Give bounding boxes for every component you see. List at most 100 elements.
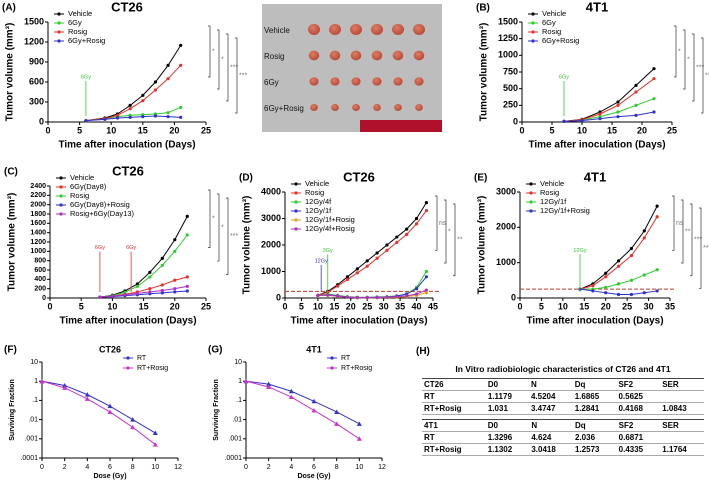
data-point [148,275,152,279]
y-tick-label: 1250 [498,33,518,43]
x-tick-label: 8 [335,464,339,471]
legend-label: 6Gy+Rosig [68,36,105,45]
y-tick-label: 0 [511,292,516,302]
legend-label: Rosig [540,188,559,197]
data-point [414,216,419,221]
photo-row-label: Rosig [264,52,285,61]
data-point [655,204,659,208]
legend-label: Rosig [70,191,89,200]
table-cell: 1.2841 [572,402,617,415]
x-tick-label: 5 [79,301,84,311]
x-tick-label: 45 [428,301,438,311]
series-line [563,68,655,122]
table-cell: 1.3296 [485,431,530,444]
data-point [107,409,113,414]
table-row: RT+Rosig 1.031 3.4747 1.2841 0.4168 1.0843 [422,402,704,415]
table-cell: RT+Rosig [422,443,486,456]
legend-marker [294,227,298,231]
data-point [98,295,102,299]
legend-marker [59,185,63,189]
y-tick-label: .001 [228,436,242,443]
data-point [385,243,389,247]
table-cell: SER [660,419,704,432]
data-point [616,115,620,119]
data-point [405,227,409,231]
tumor [308,50,320,61]
y-axis-label: Surviving Fraction [213,379,220,440]
y-tick-label: .001 [24,436,38,443]
x-tick-label: 15 [138,125,148,135]
data-point [345,275,350,279]
series-line [85,64,182,122]
data-point [62,385,68,390]
data-point [355,296,359,300]
data-point [84,396,90,401]
chart-title: 4T1 [584,169,606,184]
legend-label: 12Gy/4f+Rosig [305,224,355,233]
y-tick-label: 2200 [30,192,46,199]
table-cell: RT [422,431,486,444]
x-tick-label: 15 [329,301,339,311]
chart-title: 4T1 [586,0,608,14]
legend-marker [294,209,298,213]
y-tick-label: 2000 [30,202,46,209]
legend-label: Vehicle [542,9,566,18]
data-point [395,235,399,239]
legend-marker [294,200,298,204]
significance-bracket [681,199,684,264]
data-point [130,417,136,422]
table-cell: SF2 [616,419,661,432]
panel-label: (F) [4,345,17,356]
data-point [326,293,330,297]
photo-row-label: Vehicle [264,26,290,35]
series-line [317,271,427,298]
data-point [604,271,608,275]
data-point [153,88,158,92]
data-point [336,284,340,288]
y-tick-label: 1800 [30,211,46,218]
table-row: RT 1.1179 4.5204 1.6865 0.5625 [422,390,704,403]
y-tick-label: 250 [503,100,518,110]
legend-marker [529,182,533,186]
table-cell: RT+Rosig [422,402,486,415]
x-tick-label: 10 [313,301,323,311]
significance-bracket [699,207,702,289]
legend-label: Vehicle [68,9,92,18]
panel-label: (G) [208,345,222,356]
legend-label: 12Gy/1f [540,197,567,206]
tumor [350,50,362,61]
data-point [166,111,170,115]
annotation: 6Gy [95,245,105,251]
tumor [309,77,319,86]
y-tick-label: 1400 [30,230,46,237]
x-tick-label: 25 [667,125,677,135]
data-point [311,407,317,413]
legend-marker [57,30,61,34]
tumor [308,24,320,35]
legend-label: Vehicle [305,179,329,188]
significance-label: *** [230,64,238,71]
legend-marker [294,182,298,186]
annotation: 6Gy [81,74,91,80]
tumor [371,24,383,35]
data-point [128,107,132,111]
significance-label: * [448,228,451,235]
data-point [591,289,595,293]
x-tick-label: 0 [519,125,524,135]
legend-marker [126,356,130,360]
data-point [616,292,621,297]
table-cell: 1.2573 [573,443,617,456]
data-point [266,381,272,387]
x-tick-label: 25 [362,301,372,311]
series-line [99,285,188,298]
significance-label: *** [239,72,247,79]
table-cell: CT26 [422,378,486,391]
legend-marker [59,203,63,207]
series-line [85,115,181,122]
table-cell: 1.1302 [485,443,530,456]
data-point [604,275,608,279]
data-point [652,77,656,81]
tumor-photo: Vehicle Rosig 6Gy 6Gy+Rosig [262,4,442,132]
data-point [424,201,429,205]
y-tick-label: 2000 [496,222,516,232]
